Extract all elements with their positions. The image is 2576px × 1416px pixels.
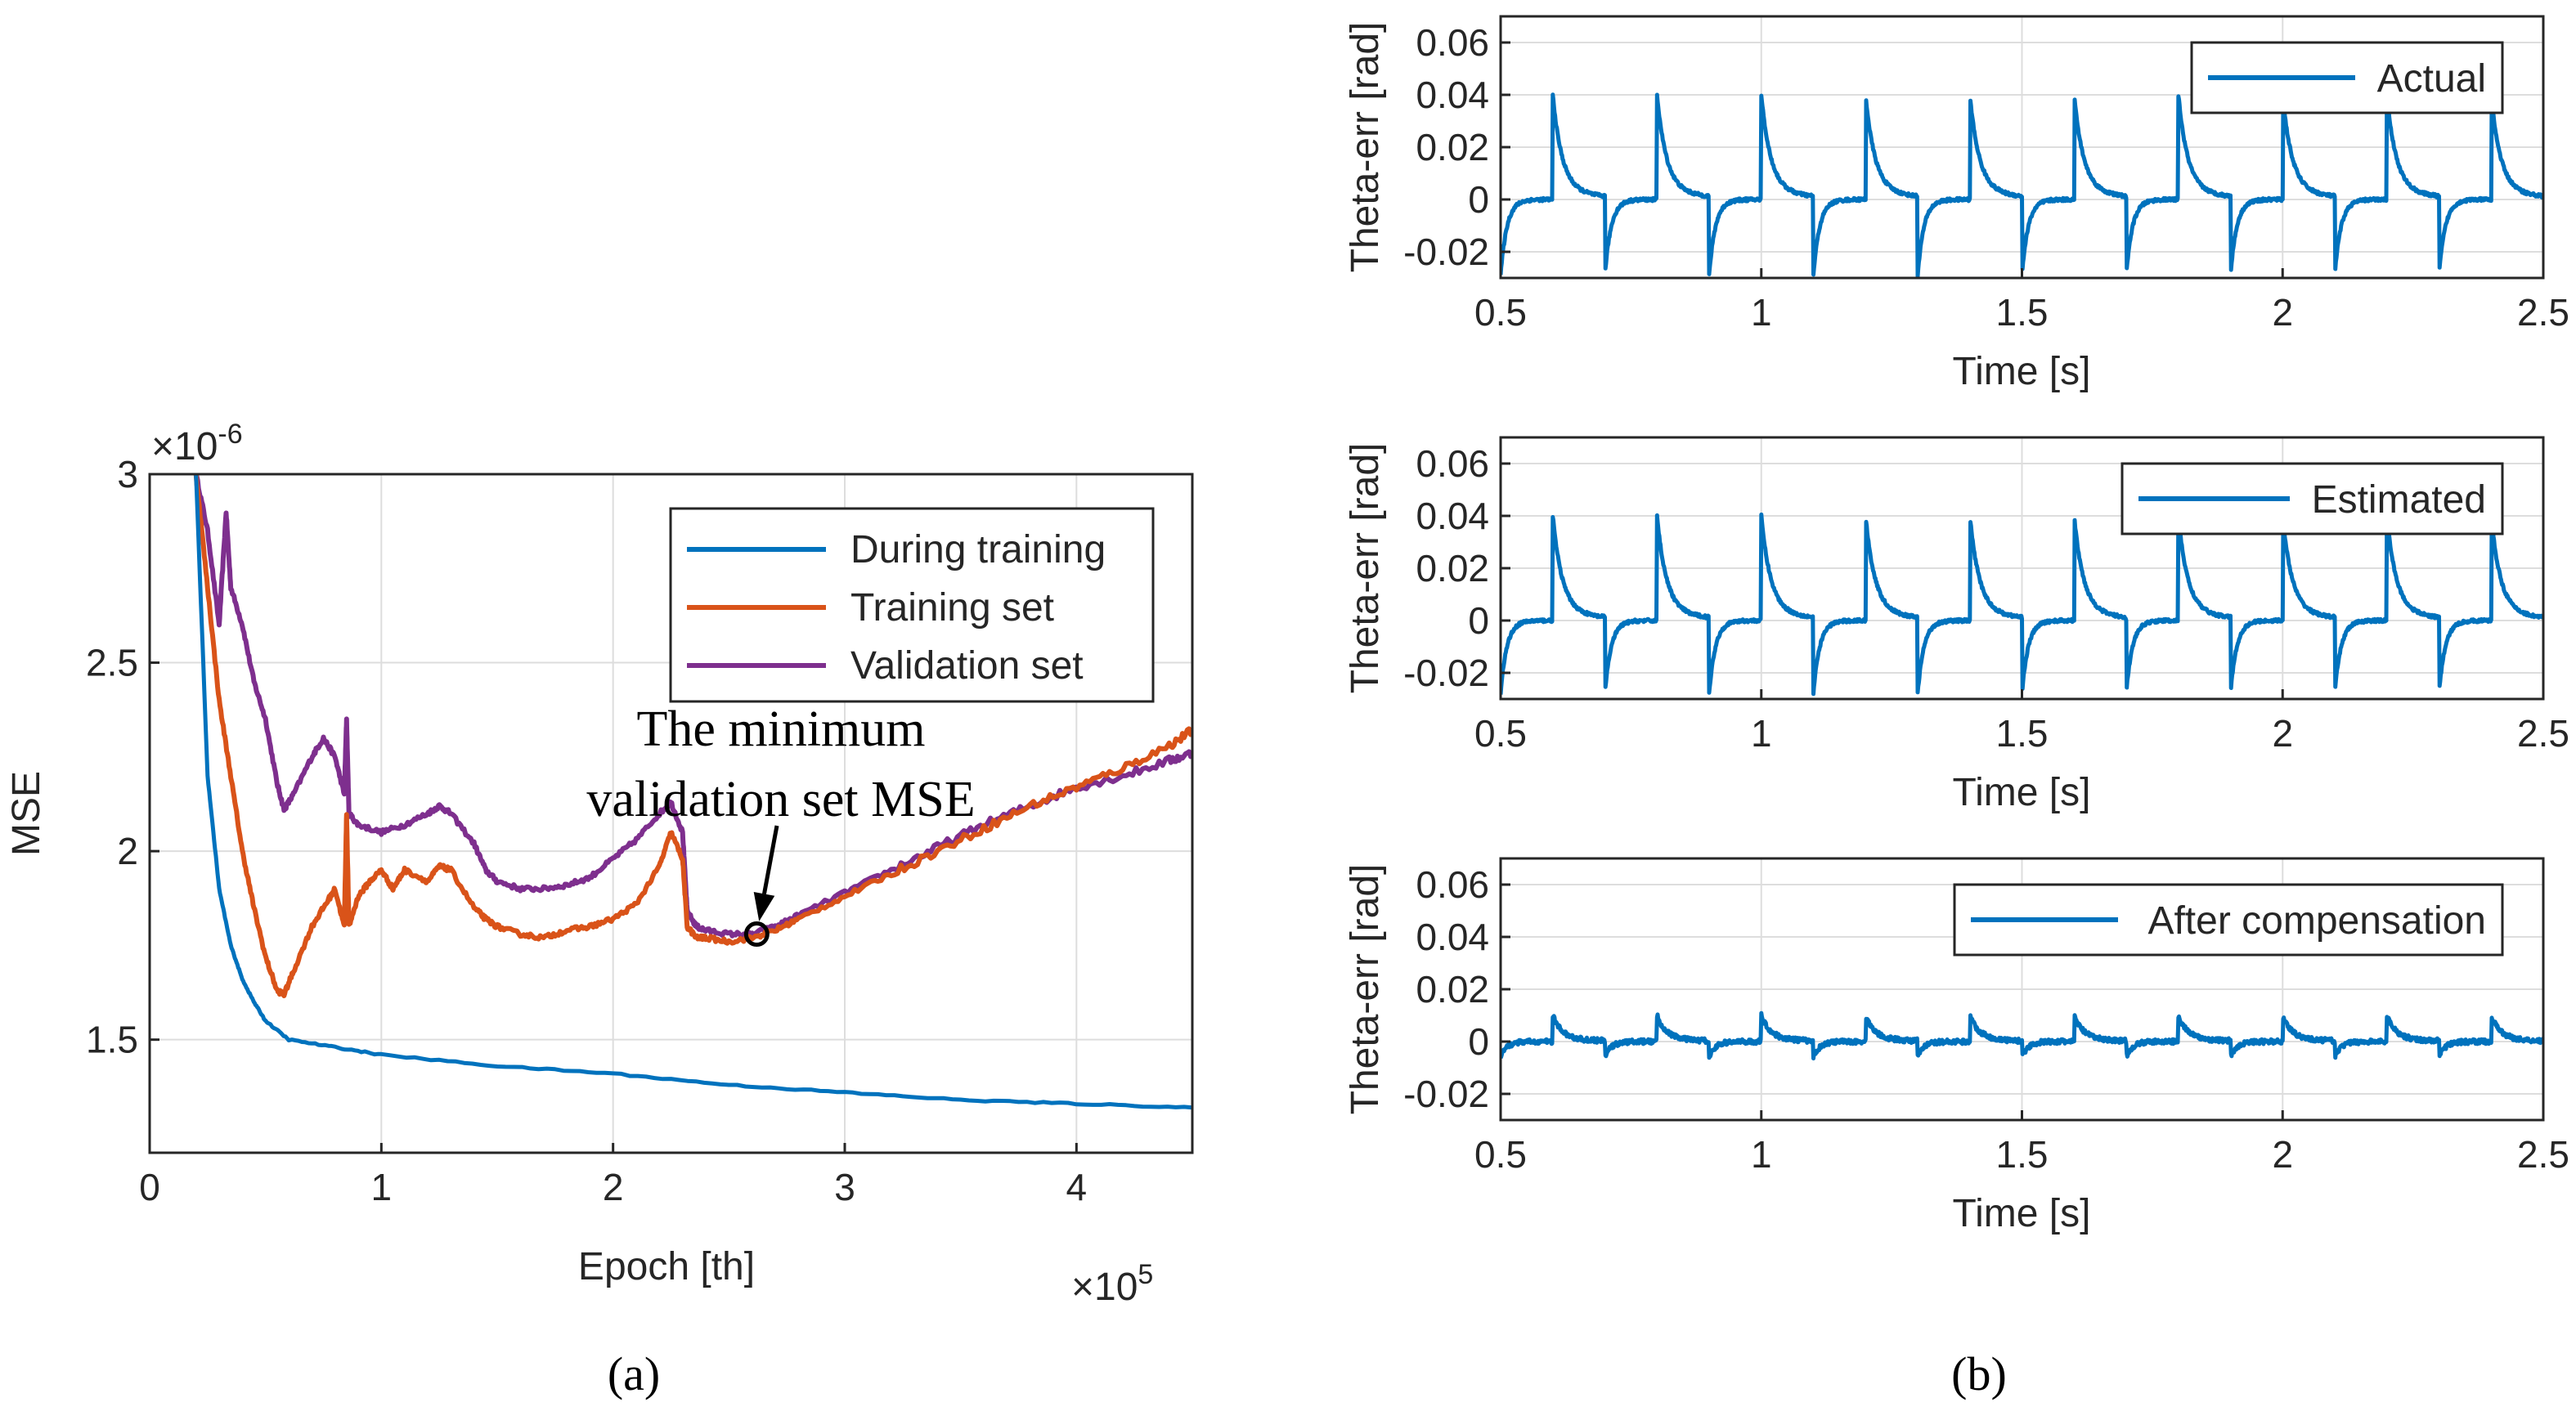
chart-b1-legend: Actual [2190,41,2504,114]
legend-label-during-training: During training [850,528,1106,571]
chart-a-annotation: The minimum validation set MSE [586,701,976,948]
x-tick-label: 0.5 [1474,291,1527,334]
x-tick-label: 2 [2272,712,2293,755]
x-tick-label: 1 [1751,1133,1772,1176]
x-tick-label: 1 [371,1166,393,1208]
x-tick-label: 1.5 [1996,291,2049,334]
x-tick-label: 1.5 [1996,1133,2049,1176]
y-tick-label: 0.06 [1416,21,1489,64]
chart-a-ylabel: MSE [5,771,48,856]
chart-a-ticks: 0 1 2 3 4 1.5 2 2.5 3 [86,453,1087,1208]
chart-b3: 0.5 1 1.5 2 2.5 -0.02 0 0.02 0.04 0.06 Time [s] T… [1344,857,2569,1235]
x-tick-label: 0.5 [1474,1133,1527,1176]
chart-b2-ticks: 0.5 1 1.5 2 2.5 -0.02 0 0.02 0.04 0.06 [1403,442,2569,755]
annotation-line-1: The minimum [636,701,925,757]
x-tick-label: 2.5 [2517,1133,2569,1176]
chart-a-legend: During training Training set Validation … [669,507,1155,703]
series-during-training [194,474,1192,1110]
x-tick-label: 2 [2272,1133,2293,1176]
y-tick-label: 0.04 [1416,74,1489,116]
chart-b2-ylabel: Theta-err [rad] [1344,443,1387,694]
x-tick-label: 1 [1751,291,1772,334]
legend-label-after-compensation: After compensation [2147,899,2486,943]
caption-a: (a) [608,1347,660,1400]
chart-b3-legend: After compensation [1953,883,2504,957]
series-after-compensation [1501,1010,2543,1061]
x-tick-label: 2 [603,1166,624,1208]
y-tick-label: 1.5 [86,1019,138,1061]
chart-b: 0.5 1 1.5 2 2.5 -0.02 0 0.02 0.04 0.06 Time [s] T… [1344,15,2569,1400]
series-training-set [193,474,1192,998]
series-actual [1501,92,2543,278]
caption-b: (b) [1951,1347,2007,1400]
y-tick-label: -0.02 [1403,1073,1489,1115]
chart-b3-ticks: 0.5 1 1.5 2 2.5 -0.02 0 0.02 0.04 0.06 [1403,863,2569,1176]
annotation-arrowhead [753,892,775,921]
chart-b3-xlabel: Time [s] [1953,1192,2091,1235]
legend-label-estimated: Estimated [2312,478,2486,522]
y-tick-label: 0 [1468,599,1489,642]
series-estimated [1501,512,2543,697]
x-tick-label: 2 [2272,291,2293,334]
y-tick-label: 0.04 [1416,916,1489,958]
y-tick-label: 3 [117,453,138,495]
x-tick-label: 2.5 [2517,291,2569,334]
y-tick-label: 2.5 [86,642,138,684]
y-tick-label: 0 [1468,1020,1489,1063]
legend-label-validation-set: Validation set [850,644,1084,688]
y-tick-label: 0.02 [1416,547,1489,589]
y-tick-label: 0.02 [1416,968,1489,1010]
chart-a-frame [148,473,1194,1154]
x-tick-label: 0 [139,1166,160,1208]
y-tick-label: 2 [117,830,138,872]
chart-b1-ticks: 0.5 1 1.5 2 2.5 -0.02 0 0.02 0.04 0.06 [1403,21,2569,334]
chart-b1: 0.5 1 1.5 2 2.5 -0.02 0 0.02 0.04 0.06 Time [s] T… [1344,15,2569,393]
x-tick-label: 1 [1751,712,1772,755]
y-tick-label: -0.02 [1403,231,1489,273]
chart-a-xlabel: Epoch [th] [578,1245,755,1288]
x-tick-label: 0.5 [1474,712,1527,755]
y-tick-label: 0.06 [1416,863,1489,906]
x-tick-label: 2.5 [2517,712,2569,755]
legend-label-actual: Actual [2377,57,2486,101]
chart-b1-lines [1501,92,2543,278]
x-tick-label: 3 [834,1166,855,1208]
annotation-arrow [762,825,779,894]
chart-b3-ylabel: Theta-err [rad] [1344,864,1387,1115]
chart-b1-xlabel: Time [s] [1953,350,2091,393]
chart-b2: 0.5 1 1.5 2 2.5 -0.02 0 0.02 0.04 0.06 Time [s] T… [1344,436,2569,814]
y-tick-label: 0.04 [1416,495,1489,537]
x-tick-label: 4 [1066,1166,1088,1208]
chart-b2-xlabel: Time [s] [1953,771,2091,814]
chart-b1-ylabel: Theta-err [rad] [1344,22,1387,273]
legend-label-training-set: Training set [850,586,1054,630]
minimum-marker [743,921,770,948]
y-tick-label: -0.02 [1403,652,1489,694]
chart-b2-legend: Estimated [2120,462,2504,535]
chart-b2-lines [1501,512,2543,697]
y-tick-label: 0.06 [1416,442,1489,485]
chart-a-y-multiplier: ×10-6 [151,419,243,468]
y-tick-label: 0 [1468,178,1489,221]
annotation-line-2: validation set MSE [586,772,975,827]
chart-a-lines [193,474,1192,1110]
y-tick-label: 0.02 [1416,126,1489,168]
series-validation-set [194,474,1192,939]
x-tick-label: 1.5 [1996,712,2049,755]
chart-b3-lines [1501,1010,2543,1061]
chart-a: 0 1 2 3 41.522.53 ×10-6 ×105 Epoch [th] MSE … [5,419,1194,1400]
chart-a-x-multiplier: ×105 [1071,1259,1153,1309]
